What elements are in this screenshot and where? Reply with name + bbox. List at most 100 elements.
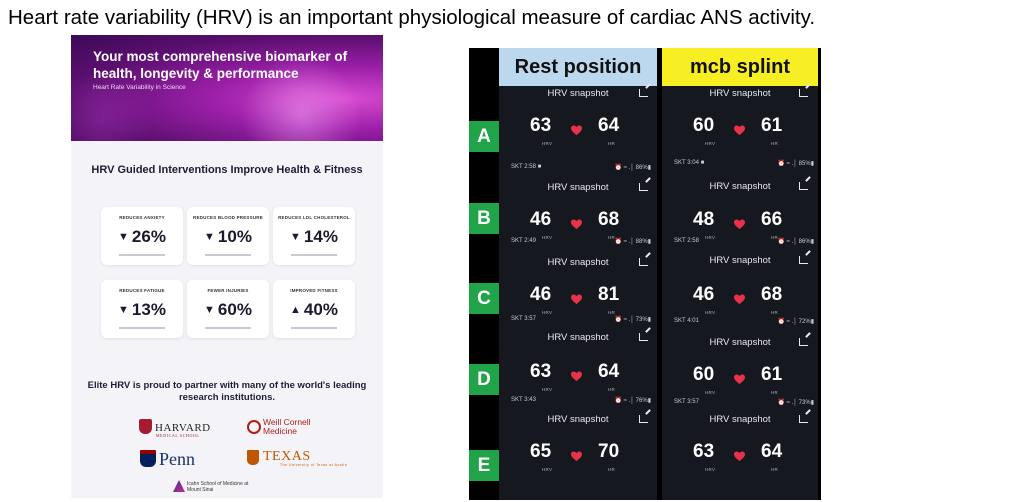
heart-icon xyxy=(734,372,745,385)
stat-card-blood-pressure: REDUCES BLOOD PRESSURE ▼ 10% xyxy=(187,207,269,265)
hero-subtitle: Heart Rate Variability in Science xyxy=(93,84,186,91)
hrv-hr-reading-splint: 48 66 HRV HR xyxy=(670,209,810,247)
phone-status-bar: SKT 3:43 ⏰ ≈ .│ 76%▮ xyxy=(511,397,651,407)
hr-value: 61 xyxy=(761,364,783,385)
share-icon[interactable] xyxy=(799,256,808,264)
heart-icon xyxy=(571,449,582,462)
share-icon[interactable] xyxy=(799,89,808,97)
hrv-hr-reading-rest: 65 70 HRV HR xyxy=(507,441,647,479)
share-icon[interactable] xyxy=(639,333,648,341)
skt-time: SKT 2:58 ■ xyxy=(511,164,542,170)
texas-shield-icon xyxy=(247,450,259,465)
battery-status: ⏰ ≈ .│ 86%▮ xyxy=(614,165,652,171)
hrv-value: 63 xyxy=(693,441,715,462)
hrv-value: 48 xyxy=(693,209,715,230)
snapshot-title: HRV snapshot xyxy=(709,255,771,266)
splint-column xyxy=(662,86,818,500)
hr-label: HR xyxy=(771,310,779,315)
hr-label: HR xyxy=(771,390,779,395)
row-tag-d: D xyxy=(469,364,499,395)
hrv-label: HRV xyxy=(705,390,716,395)
hrv-snapshot-header: HRV snapshot xyxy=(662,337,818,355)
heart-icon xyxy=(734,217,745,230)
harvard-shield-icon xyxy=(139,419,152,434)
skt-time: SKT 2:49 xyxy=(511,238,536,244)
weill-cornell-logo: Weill Cornell Medicine xyxy=(247,418,311,436)
share-icon[interactable] xyxy=(639,258,648,266)
hr-value: 68 xyxy=(598,209,620,230)
hero-title: Your most comprehensive biomarker of hea… xyxy=(93,49,348,81)
share-icon[interactable] xyxy=(639,415,648,423)
partner-statement: Elite HRV is proud to partner with many … xyxy=(87,380,367,403)
arrow-down-icon: ▼ xyxy=(118,304,129,316)
hr-value: 64 xyxy=(598,361,620,382)
phone-status-bar: SKT 2:58 ■ ⏰ ≈ .│ 86%▮ xyxy=(511,164,651,174)
hrv-label: HRV xyxy=(542,235,553,240)
stat-value: ▼ 60% xyxy=(204,300,252,319)
stat-card-injuries: FEWER INJURIES ▼ 60% xyxy=(187,280,269,338)
headline: Heart rate variability (HRV) is an impor… xyxy=(8,6,816,29)
hr-value: 64 xyxy=(598,115,620,136)
hrv-label: HRV xyxy=(542,141,553,146)
battery-status: ⏰ ≈ .│ 76%▮ xyxy=(614,398,652,404)
hr-value: 66 xyxy=(761,209,783,230)
skt-time: SKT 3:04 ■ xyxy=(674,160,705,166)
share-icon[interactable] xyxy=(639,183,648,191)
stat-label: FEWER INJURIES xyxy=(207,288,249,293)
hr-label: HR xyxy=(608,141,616,146)
share-icon[interactable] xyxy=(799,338,808,346)
arrow-down-icon: ▼ xyxy=(204,231,215,243)
row-tag-c: C xyxy=(469,283,499,314)
hr-label: HR xyxy=(608,387,616,392)
hr-value: 64 xyxy=(761,441,783,462)
hrv-hr-reading-rest: 46 81 HRV HR xyxy=(507,284,647,322)
snapshot-title: HRV snapshot xyxy=(709,181,771,192)
hrv-value: 46 xyxy=(693,284,715,305)
stat-label: REDUCES FATIGUE xyxy=(119,288,165,293)
stat-label: REDUCES ANXIETY xyxy=(119,215,165,220)
stat-label: REDUCES LDL CHOLESTEROL xyxy=(278,215,350,220)
hrv-hr-reading-splint: 60 61 HRV HR xyxy=(670,115,810,153)
hr-value: 61 xyxy=(761,115,783,136)
arrow-up-icon: ▲ xyxy=(290,304,301,316)
phone-status-bar: SKT 3:04 ■ ⏰ ≈ .│ 85%▮ xyxy=(674,160,814,170)
snapshot-title: HRV snapshot xyxy=(547,414,609,425)
column-header-splint: mcb splint xyxy=(662,48,818,86)
citation-line xyxy=(119,327,165,329)
share-icon[interactable] xyxy=(799,415,808,423)
hrv-hr-reading-rest: 63 64 HRV HR xyxy=(507,361,647,399)
hrv-value: 65 xyxy=(530,441,552,462)
skt-time: SKT 4:01 xyxy=(674,318,699,324)
hrv-snapshot-header: HRV snapshot xyxy=(499,182,657,200)
battery-status: ⏰ ≈ .│ 88%▮ xyxy=(614,239,652,245)
arrow-down-icon: ▼ xyxy=(118,231,129,243)
elite-hrv-poster: Your most comprehensive biomarker of hea… xyxy=(71,35,383,498)
row-tag-a: A xyxy=(469,121,499,152)
hrv-snapshot-header: HRV snapshot xyxy=(662,255,818,273)
heart-icon xyxy=(571,217,582,230)
hrv-snapshot-header: HRV snapshot xyxy=(499,332,657,350)
hrv-snapshot-header: HRV snapshot xyxy=(662,414,818,432)
snapshot-title: HRV snapshot xyxy=(547,88,609,99)
hr-value: 68 xyxy=(761,284,783,305)
hrv-label: HRV xyxy=(705,310,716,315)
stat-label: REDUCES BLOOD PRESSURE xyxy=(193,215,263,220)
stat-card-fatigue: REDUCES FATIGUE ▼ 13% xyxy=(101,280,183,338)
hrv-hr-reading-splint: 46 68 HRV HR xyxy=(670,284,810,322)
hrv-label: HRV xyxy=(542,387,553,392)
hrv-hr-reading-rest: 63 64 HRV HR xyxy=(507,115,647,153)
share-icon[interactable] xyxy=(639,89,648,97)
hrv-value: 46 xyxy=(530,209,552,230)
hrv-label: HRV xyxy=(705,235,716,240)
skt-time: SKT 3:57 xyxy=(674,399,699,405)
heart-icon xyxy=(571,369,582,382)
phone-status-bar: SKT 2:49 ⏰ ≈ .│ 88%▮ xyxy=(511,238,651,248)
hrv-value: 60 xyxy=(693,364,715,385)
citation-line xyxy=(119,254,165,256)
penn-logo: Penn xyxy=(140,449,195,470)
poster-hero-banner: Your most comprehensive biomarker of hea… xyxy=(71,35,383,141)
phone-status-bar: SKT 4:01 ⏰ ≈ .│ 72%▮ xyxy=(674,318,814,328)
heart-icon xyxy=(734,449,745,462)
hr-label: HR xyxy=(771,467,779,472)
share-icon[interactable] xyxy=(799,182,808,190)
